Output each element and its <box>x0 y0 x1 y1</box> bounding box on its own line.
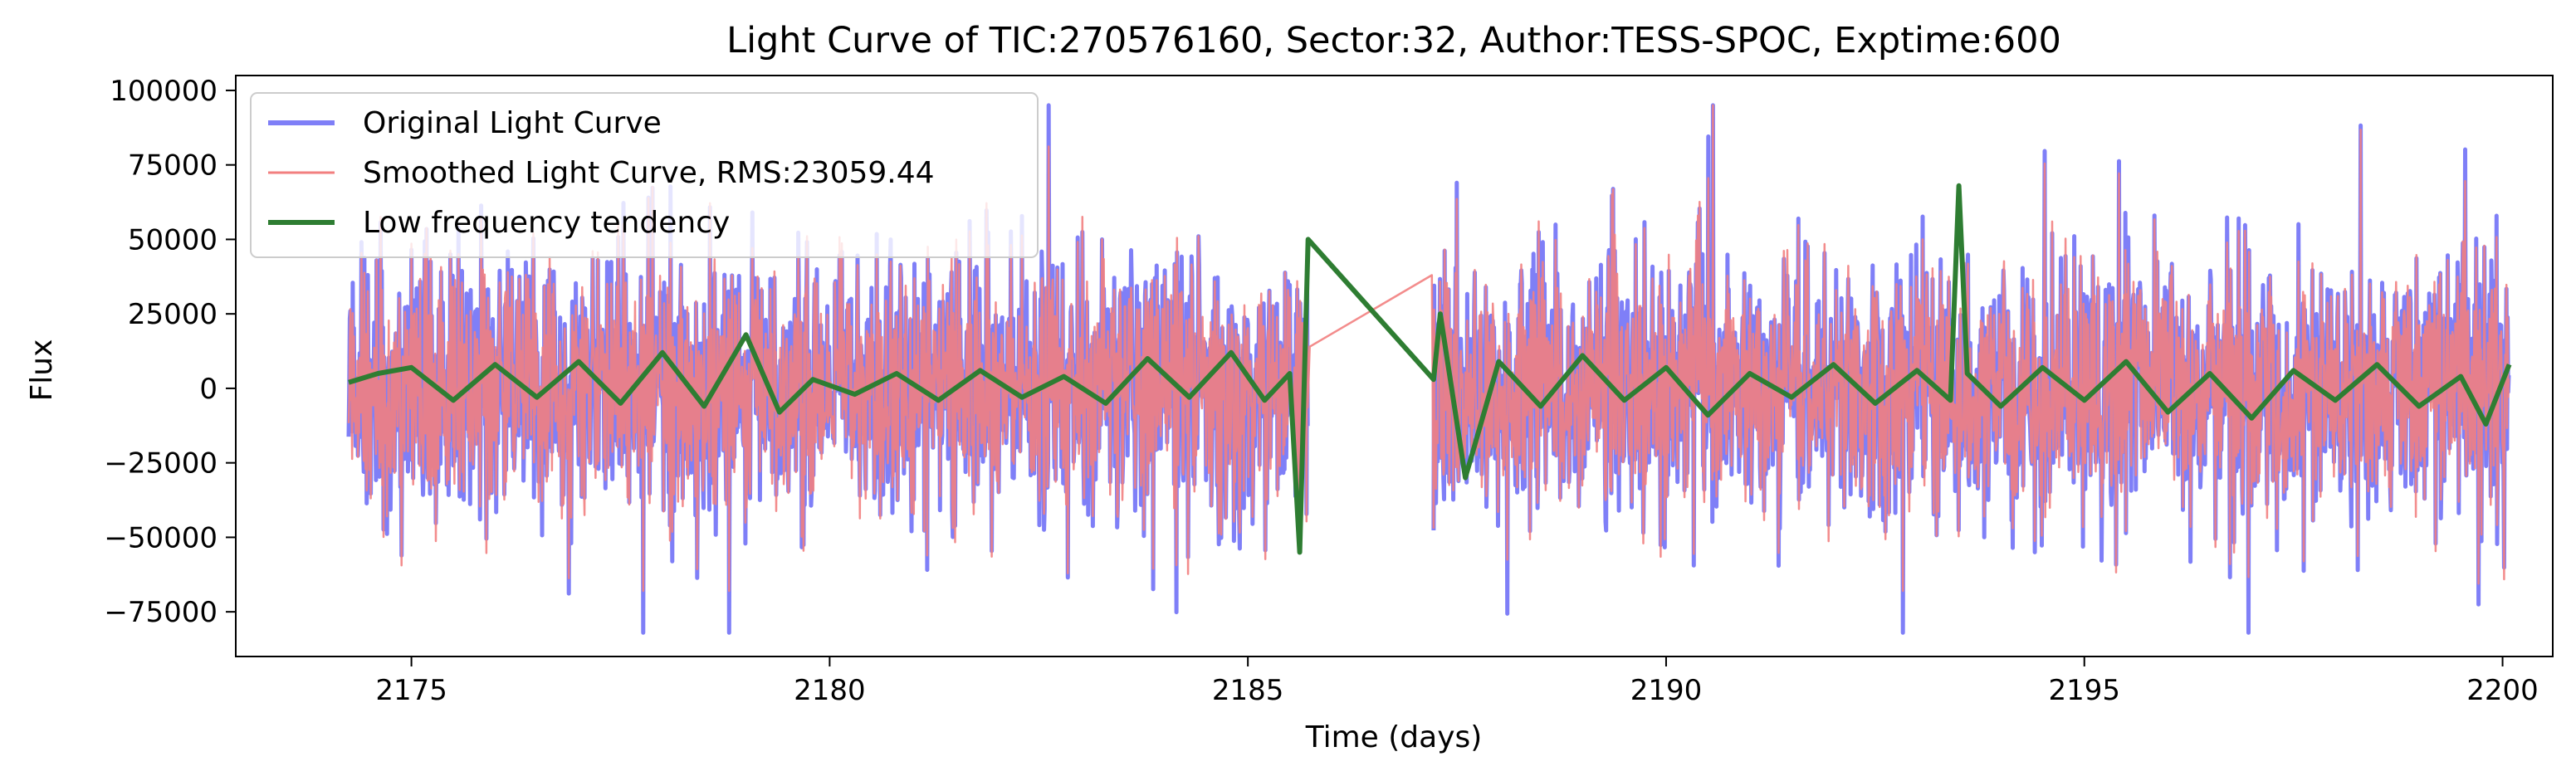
x-tick-label: 2200 <box>2466 674 2539 707</box>
series-layer <box>346 103 2512 635</box>
x-axis: 2175 2180 2185 2190 2195 2200 <box>375 657 2539 707</box>
y-tick-label: 25000 <box>128 298 218 331</box>
x-tick-label: 2190 <box>1630 674 1703 707</box>
legend: Original Light Curve Smoothed Light Curv… <box>250 92 1039 258</box>
y-axis: −75000 −50000 −25000 0 25000 50000 75000 100000 <box>104 75 236 629</box>
chart-title: Light Curve of TIC:270576160, Sector:32,… <box>726 20 2061 61</box>
y-axis-label: Flux <box>25 339 59 402</box>
legend-label-low-frequency: Low frequency tendency <box>363 206 730 240</box>
x-axis-label: Time (days) <box>1305 720 1483 754</box>
y-tick-label: 100000 <box>110 75 218 108</box>
low-frequency-tendency-line <box>348 183 2512 555</box>
y-tick-label: 75000 <box>128 149 218 183</box>
x-tick-label: 2180 <box>794 674 866 707</box>
x-tick-label: 2175 <box>375 674 447 707</box>
legend-label-smoothed: Smoothed Light Curve, RMS:23059.44 <box>363 156 935 190</box>
legend-box <box>250 92 1039 258</box>
y-tick-label: 0 <box>199 373 218 406</box>
x-tick-label: 2195 <box>2048 674 2120 707</box>
y-tick-label: 50000 <box>128 223 218 256</box>
legend-label-original: Original Light Curve <box>363 106 662 140</box>
plot-frame <box>235 75 2554 657</box>
y-tick-label: −75000 <box>104 596 218 629</box>
y-tick-label: −25000 <box>104 447 218 481</box>
y-tick-label: −50000 <box>104 521 218 554</box>
x-tick-label: 2185 <box>1212 674 1284 707</box>
